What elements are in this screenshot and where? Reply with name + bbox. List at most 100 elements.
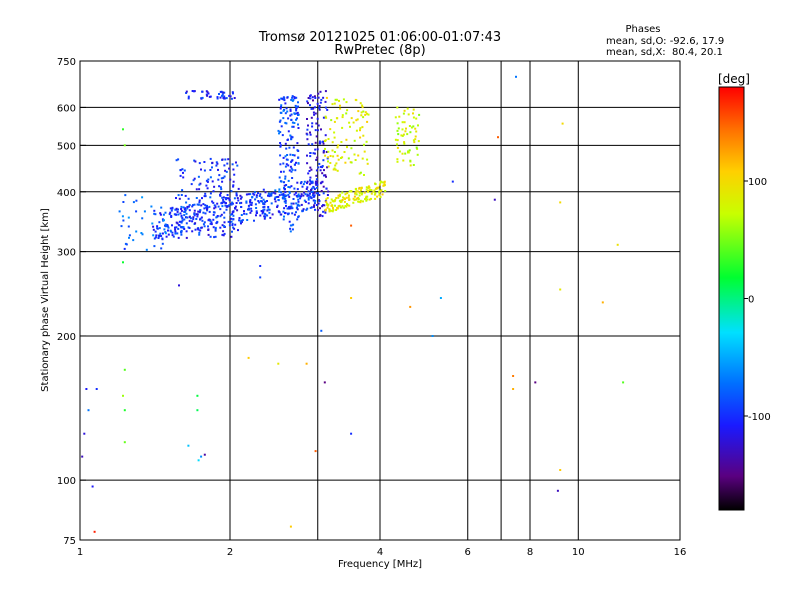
data-point (197, 459, 200, 462)
data-point (404, 130, 407, 133)
data-point (155, 234, 158, 237)
data-point (329, 162, 332, 164)
data-point (325, 187, 328, 190)
data-point (307, 143, 310, 146)
data-point (325, 198, 328, 201)
data-point (191, 230, 194, 233)
data-point (255, 214, 257, 217)
data-point (217, 178, 220, 181)
data-point (124, 194, 127, 197)
data-point (199, 229, 202, 232)
data-point (343, 151, 346, 153)
data-point (209, 222, 212, 225)
data-point (311, 143, 314, 146)
data-point (291, 228, 294, 231)
data-point (310, 196, 313, 199)
data-point (167, 226, 170, 229)
data-point (322, 204, 324, 207)
data-point (205, 206, 208, 209)
data-point (317, 192, 320, 195)
data-point (284, 165, 287, 168)
data-point (200, 226, 203, 229)
data-point (311, 181, 314, 184)
data-point (284, 121, 287, 124)
data-point (397, 127, 400, 130)
data-point (268, 195, 271, 198)
data-point (210, 223, 213, 226)
data-point (290, 118, 293, 121)
data-point (233, 97, 236, 99)
data-point (214, 228, 217, 231)
data-point (184, 194, 187, 197)
data-point (362, 116, 365, 119)
data-point (292, 223, 295, 226)
data-point (312, 152, 315, 155)
y-tick-label: 300 (57, 248, 76, 259)
data-point (315, 135, 318, 138)
data-point (408, 125, 411, 127)
data-point (220, 177, 223, 180)
data-point (284, 175, 287, 178)
data-point (185, 230, 188, 233)
data-point (382, 184, 385, 187)
data-point (195, 197, 198, 199)
data-point (350, 161, 353, 164)
data-point (315, 183, 318, 186)
data-point (286, 158, 289, 161)
data-point (378, 183, 381, 186)
data-point (187, 205, 190, 208)
data-point (154, 236, 157, 239)
data-point (279, 142, 282, 144)
data-point (350, 432, 353, 435)
data-point (353, 198, 356, 201)
colorbar-label: [deg] (718, 72, 750, 86)
data-point (178, 224, 181, 227)
data-point (191, 90, 194, 92)
data-point (278, 188, 281, 191)
data-point (313, 202, 316, 205)
data-point (215, 164, 218, 167)
data-point (359, 102, 362, 105)
data-point (215, 216, 218, 219)
data-points (81, 75, 625, 533)
data-point (198, 233, 201, 236)
data-point (317, 96, 320, 99)
data-point (267, 192, 270, 195)
data-point (305, 188, 308, 190)
data-point (184, 207, 187, 210)
data-point (171, 234, 174, 237)
data-point (120, 225, 123, 228)
data-point (214, 205, 217, 208)
data-point (309, 152, 312, 154)
data-point (291, 154, 294, 156)
data-point (219, 193, 221, 196)
data-point (215, 161, 218, 164)
data-point (177, 236, 180, 239)
data-point (161, 237, 164, 240)
data-point (216, 202, 219, 205)
data-point (354, 188, 357, 191)
data-point (331, 103, 334, 106)
data-point (222, 196, 225, 199)
data-point (306, 162, 309, 165)
data-point (263, 205, 266, 208)
data-point (223, 225, 226, 228)
data-point (187, 197, 190, 200)
data-point (219, 186, 222, 189)
data-point (152, 234, 155, 237)
data-point (348, 198, 351, 201)
data-point (161, 218, 164, 221)
data-point (160, 235, 163, 237)
data-point (355, 190, 358, 193)
data-point (338, 99, 340, 102)
data-point (315, 158, 318, 161)
data-point (279, 163, 282, 166)
data-point (185, 216, 188, 219)
data-point (396, 158, 399, 161)
data-point (124, 242, 127, 245)
data-point (497, 136, 499, 139)
data-point (318, 215, 321, 217)
data-point (207, 92, 210, 95)
data-point (232, 92, 234, 95)
